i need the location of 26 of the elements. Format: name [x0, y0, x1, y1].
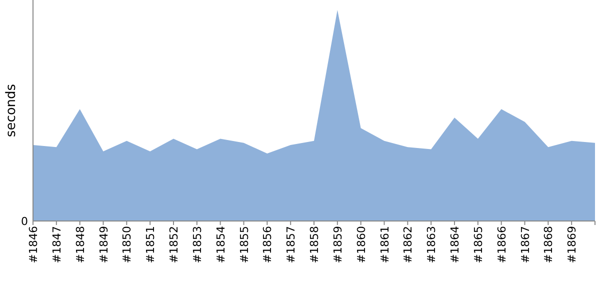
x-tick-label: #1861: [378, 226, 392, 264]
x-tick-label: #1866: [495, 226, 508, 264]
x-tick-label: #1854: [214, 226, 228, 264]
x-tick-label: #1864: [448, 226, 462, 264]
x-tick-label: #1869: [566, 226, 579, 264]
x-tick-label: #1855: [238, 226, 251, 264]
x-tick-label: #1849: [97, 226, 110, 264]
x-tick-label: #1868: [542, 226, 556, 264]
x-tick-label: #1858: [308, 226, 321, 264]
x-tick-label: #1857: [284, 226, 298, 264]
x-tick-label: #1853: [190, 226, 204, 264]
x-tick-label: #1851: [144, 226, 158, 264]
x-tick-label: #1847: [50, 226, 64, 264]
text: 0: [21, 215, 28, 228]
x-tick-label: #1862: [402, 226, 415, 264]
x-tick-label: #1867: [518, 226, 532, 264]
x-tick-label: #1846: [27, 226, 40, 264]
x-tick-label: #1863: [425, 226, 438, 264]
x-tick-label: #1865: [472, 226, 485, 264]
x-tick-label: #1856: [261, 226, 274, 264]
y-axis-title: seconds: [4, 84, 19, 138]
x-tick-label: #1852: [168, 226, 180, 264]
x-tick-label: #1860: [354, 226, 368, 264]
x-tick-label: #1859: [331, 226, 344, 264]
x-tick-label: #1850: [120, 226, 134, 264]
x-tick-label: #1848: [74, 226, 87, 264]
